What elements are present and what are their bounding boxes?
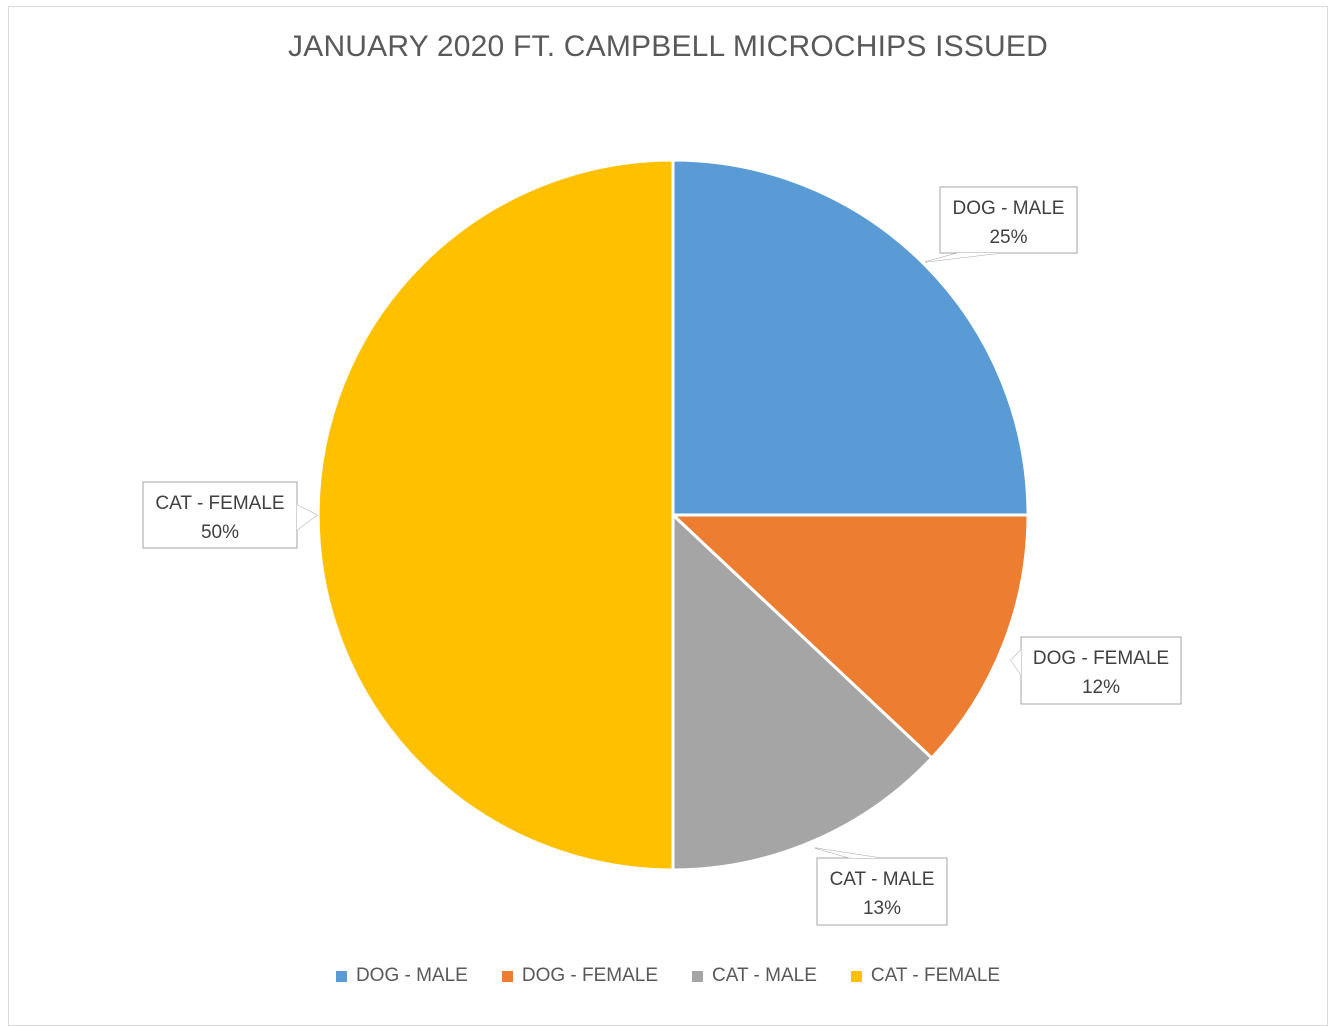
data-label-pointer-fill bbox=[1011, 650, 1021, 675]
data-label-box bbox=[1020, 636, 1182, 705]
legend-swatch bbox=[335, 970, 347, 982]
data-label-percent: 13% bbox=[863, 898, 901, 919]
pie-slice-dog-female bbox=[669, 513, 1030, 761]
chart-title: JANUARY 2020 FT. CAMPBELL MICROCHIPS ISS… bbox=[288, 30, 1048, 63]
pie-slice-cat-female bbox=[316, 158, 675, 872]
legend-item-cat-female: CAT - FEMALE bbox=[850, 965, 1001, 987]
data-label-category: DOG - FEMALE bbox=[1033, 648, 1169, 669]
data-label-box bbox=[816, 857, 948, 926]
data-label-dog-male: DOG - MALE 25% bbox=[924, 186, 1078, 263]
data-label-percent: 50% bbox=[201, 522, 239, 543]
pie-slice-cat-male bbox=[671, 511, 934, 872]
chart-legend: DOG - MALE DOG - FEMALE CAT - MALE CAT - FE… bbox=[0, 965, 1336, 987]
legend-label: DOG - FEMALE bbox=[521, 965, 659, 986]
legend-swatch bbox=[692, 970, 704, 982]
data-label-cat-male: CAT - MALE 13% bbox=[814, 847, 948, 926]
legend-swatch bbox=[501, 970, 513, 982]
legend-label: CAT - FEMALE bbox=[870, 965, 1001, 986]
data-label-cat-female: CAT - FEMALE 50% bbox=[142, 481, 318, 549]
legend-item-cat-male: CAT - MALE bbox=[692, 965, 817, 987]
data-label-category: DOG - MALE bbox=[953, 198, 1065, 219]
legend-item-dog-male: DOG - MALE bbox=[335, 965, 468, 987]
legend-label: CAT - MALE bbox=[712, 965, 817, 986]
pie-slice-dog-male bbox=[671, 158, 1030, 517]
data-label-pointer-fill bbox=[815, 848, 880, 858]
data-label-box bbox=[939, 186, 1078, 254]
data-label-pointer-fill bbox=[925, 253, 1000, 262]
data-label-pointer-fill bbox=[297, 505, 317, 530]
data-label-dog-female: DOG - FEMALE 12% bbox=[1010, 636, 1182, 705]
legend-item-dog-female: DOG - FEMALE bbox=[501, 965, 659, 987]
legend-swatch bbox=[850, 970, 862, 982]
data-label-percent: 12% bbox=[1082, 677, 1120, 698]
data-label-category: CAT - FEMALE bbox=[155, 493, 284, 514]
data-label-percent: 25% bbox=[989, 227, 1027, 248]
data-label-category: CAT - MALE bbox=[830, 869, 935, 890]
legend-label: DOG - MALE bbox=[355, 965, 468, 986]
